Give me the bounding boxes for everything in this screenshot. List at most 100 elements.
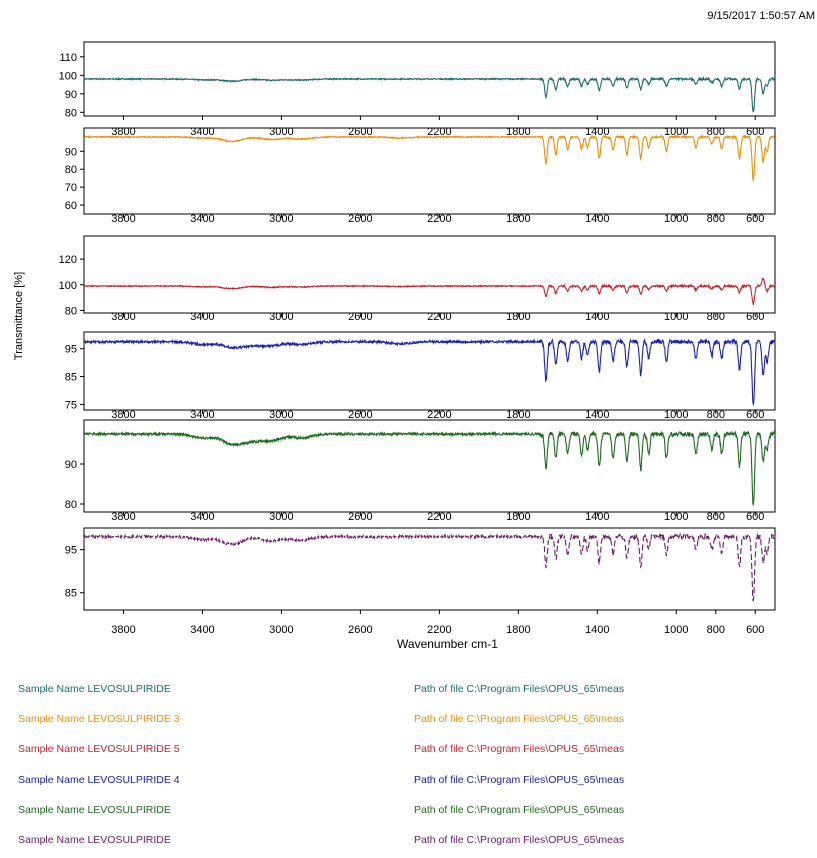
x-tick-label: 800 bbox=[707, 311, 725, 323]
y-tick-label: 100 bbox=[59, 70, 77, 82]
x-tick-label: 1000 bbox=[664, 311, 688, 323]
panel-frame bbox=[83, 331, 776, 411]
x-tick-label: 1800 bbox=[506, 511, 530, 523]
x-tick-label: 2200 bbox=[427, 409, 451, 421]
y-tick-label: 120 bbox=[59, 254, 77, 266]
x-tick-label: 1000 bbox=[664, 126, 688, 138]
x-tick-label: 2600 bbox=[348, 511, 372, 523]
x-tick-label: 3000 bbox=[269, 311, 293, 323]
legend-sample-name: Sample Name LEVOSULPIRIDE 3 bbox=[18, 713, 180, 725]
x-tick-label: 1400 bbox=[585, 511, 609, 523]
y-tick-label: 70 bbox=[65, 182, 77, 194]
legend-row: Sample Name LEVOSULPIRIDE Path of file C… bbox=[0, 804, 817, 824]
legend-row: Sample Name LEVOSULPIRIDE 5 Path of file… bbox=[0, 743, 817, 763]
x-tick-label: 1400 bbox=[585, 213, 609, 225]
spectrum-line bbox=[83, 133, 776, 181]
x-tick-label: 2600 bbox=[348, 624, 372, 636]
spectrum-line bbox=[83, 532, 776, 602]
legend-file-path: Path of file C:\Program Files\OPUS_65\me… bbox=[414, 713, 625, 725]
x-tick-label: 3800 bbox=[111, 126, 135, 138]
ir-spectra-chart: 110 100 90 80 3800 3400 3000 2600 2200 1800 1400 10… bbox=[13, 41, 776, 651]
y-tick-label: 90 bbox=[65, 146, 77, 158]
x-tick-label: 1000 bbox=[664, 409, 688, 421]
y-axis-label: Transmittance [%] bbox=[13, 272, 25, 360]
legend-sample-name: Sample Name LEVOSULPIRIDE 5 bbox=[18, 743, 180, 755]
x-tick-label: 3400 bbox=[190, 409, 214, 421]
x-tick-label: 2600 bbox=[348, 213, 372, 225]
x-tick-label: 1400 bbox=[585, 409, 609, 421]
x-tick-label: 1400 bbox=[585, 311, 609, 323]
y-tick-label: 75 bbox=[65, 399, 77, 411]
y-tick-label: 80 bbox=[65, 305, 77, 317]
y-tick-label: 90 bbox=[65, 459, 77, 471]
x-tick-label: 3800 bbox=[111, 213, 135, 225]
x-tick-label: 3800 bbox=[111, 311, 135, 323]
legend-sample-name: Sample Name LEVOSULPIRIDE bbox=[18, 804, 171, 816]
x-tick-label: 1800 bbox=[506, 409, 530, 421]
y-tick-label: 110 bbox=[59, 52, 77, 64]
x-tick-label: 3000 bbox=[269, 624, 293, 636]
x-tick-label: 1800 bbox=[506, 126, 530, 138]
y-tick-label: 95 bbox=[65, 344, 77, 356]
legend: Sample Name LEVOSULPIRIDE Path of file C… bbox=[0, 676, 817, 856]
x-tick-label: 3000 bbox=[269, 409, 293, 421]
legend-file-path: Path of file C:\Program Files\OPUS_65\me… bbox=[414, 683, 625, 695]
x-tick-label: 800 bbox=[707, 511, 725, 523]
x-tick-label: 2200 bbox=[427, 126, 451, 138]
legend-file-path: Path of file C:\Program Files\OPUS_65\me… bbox=[414, 834, 625, 846]
legend-row: Sample Name LEVOSULPIRIDE 3 Path of file… bbox=[0, 713, 817, 733]
x-tick-label: 1800 bbox=[506, 311, 530, 323]
panel-frame bbox=[83, 235, 776, 314]
spectrum-line bbox=[83, 75, 776, 113]
x-tick-label: 1000 bbox=[664, 624, 688, 636]
legend-file-path: Path of file C:\Program Files\OPUS_65\me… bbox=[414, 743, 625, 755]
x-tick-label: 2200 bbox=[427, 311, 451, 323]
report-timestamp: 9/15/2017 1:50:57 AM bbox=[707, 10, 815, 22]
legend-sample-name: Sample Name LEVOSULPIRIDE 4 bbox=[18, 774, 180, 786]
x-tick-label: 600 bbox=[746, 511, 764, 523]
y-tick-label: 85 bbox=[65, 372, 77, 384]
legend-row: Sample Name LEVOSULPIRIDE 4 Path of file… bbox=[0, 774, 817, 794]
x-tick-label: 1000 bbox=[664, 511, 688, 523]
x-tick-label: 1800 bbox=[506, 624, 530, 636]
y-tick-label: 80 bbox=[65, 107, 77, 119]
spectrum-line bbox=[83, 277, 776, 306]
x-tick-label: 3400 bbox=[190, 511, 214, 523]
legend-sample-name: Sample Name LEVOSULPIRIDE bbox=[18, 683, 171, 695]
spectrum-line bbox=[83, 429, 776, 506]
x-tick-label: 3800 bbox=[111, 511, 135, 523]
x-tick-label: 3400 bbox=[190, 624, 214, 636]
x-tick-label: 800 bbox=[707, 409, 725, 421]
x-tick-label: 600 bbox=[746, 126, 764, 138]
x-tick-label: 3000 bbox=[269, 511, 293, 523]
x-tick-label: 800 bbox=[707, 624, 725, 636]
x-tick-label: 1800 bbox=[506, 213, 530, 225]
legend-row: Sample Name LEVOSULPIRIDE Path of file C… bbox=[0, 834, 817, 854]
y-tick-label: 80 bbox=[65, 499, 77, 511]
y-tick-label: 90 bbox=[65, 89, 77, 101]
legend-sample-name: Sample Name LEVOSULPIRIDE bbox=[18, 834, 171, 846]
spectrum-line bbox=[83, 337, 776, 407]
y-tick-label: 85 bbox=[65, 588, 77, 600]
x-tick-label: 3400 bbox=[190, 126, 214, 138]
x-tick-label: 3400 bbox=[190, 213, 214, 225]
x-tick-label: 2200 bbox=[427, 511, 451, 523]
x-tick-label: 2200 bbox=[427, 213, 451, 225]
x-tick-label: 3800 bbox=[111, 409, 135, 421]
x-tick-label: 800 bbox=[707, 126, 725, 138]
x-tick-label: 2600 bbox=[348, 311, 372, 323]
y-tick-label: 95 bbox=[65, 545, 77, 557]
x-tick-label: 600 bbox=[746, 213, 764, 225]
x-tick-label: 3000 bbox=[269, 126, 293, 138]
panel-frame bbox=[83, 419, 776, 513]
legend-file-path: Path of file C:\Program Files\OPUS_65\me… bbox=[414, 804, 625, 816]
x-tick-label: 600 bbox=[746, 624, 764, 636]
y-tick-label: 100 bbox=[59, 280, 77, 292]
x-tick-label: 1400 bbox=[585, 624, 609, 636]
x-tick-label: 800 bbox=[707, 213, 725, 225]
x-tick-label: 3000 bbox=[269, 213, 293, 225]
y-tick-label: 60 bbox=[65, 200, 77, 212]
x-tick-label: 600 bbox=[746, 311, 764, 323]
x-tick-label: 3800 bbox=[111, 624, 135, 636]
panel-frame bbox=[83, 127, 776, 215]
